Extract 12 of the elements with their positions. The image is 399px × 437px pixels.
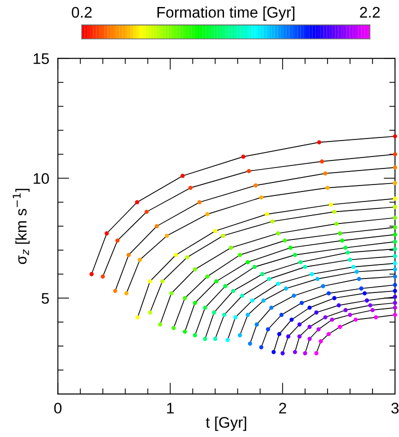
x-tick-label: 2 <box>279 402 286 414</box>
color-bar-label: 2.2 <box>360 6 380 18</box>
y-axis-title: σ$_{z}$ [km s$^{−1}$] <box>12 188 30 264</box>
y-tick-label: 5 <box>42 293 49 304</box>
y-tick-label: 15 <box>34 53 49 64</box>
color-bar-title: Formation time [Gyr] <box>157 6 294 21</box>
x-axis-title: t [Gyr] <box>206 416 246 431</box>
y-tick-label: 10 <box>34 173 49 184</box>
x-tick-label: 3 <box>391 402 399 414</box>
x-tick-label: 1 <box>167 402 174 414</box>
x-tick-label: 0 <box>54 402 62 414</box>
color-bar-label: 0.2 <box>72 6 92 18</box>
